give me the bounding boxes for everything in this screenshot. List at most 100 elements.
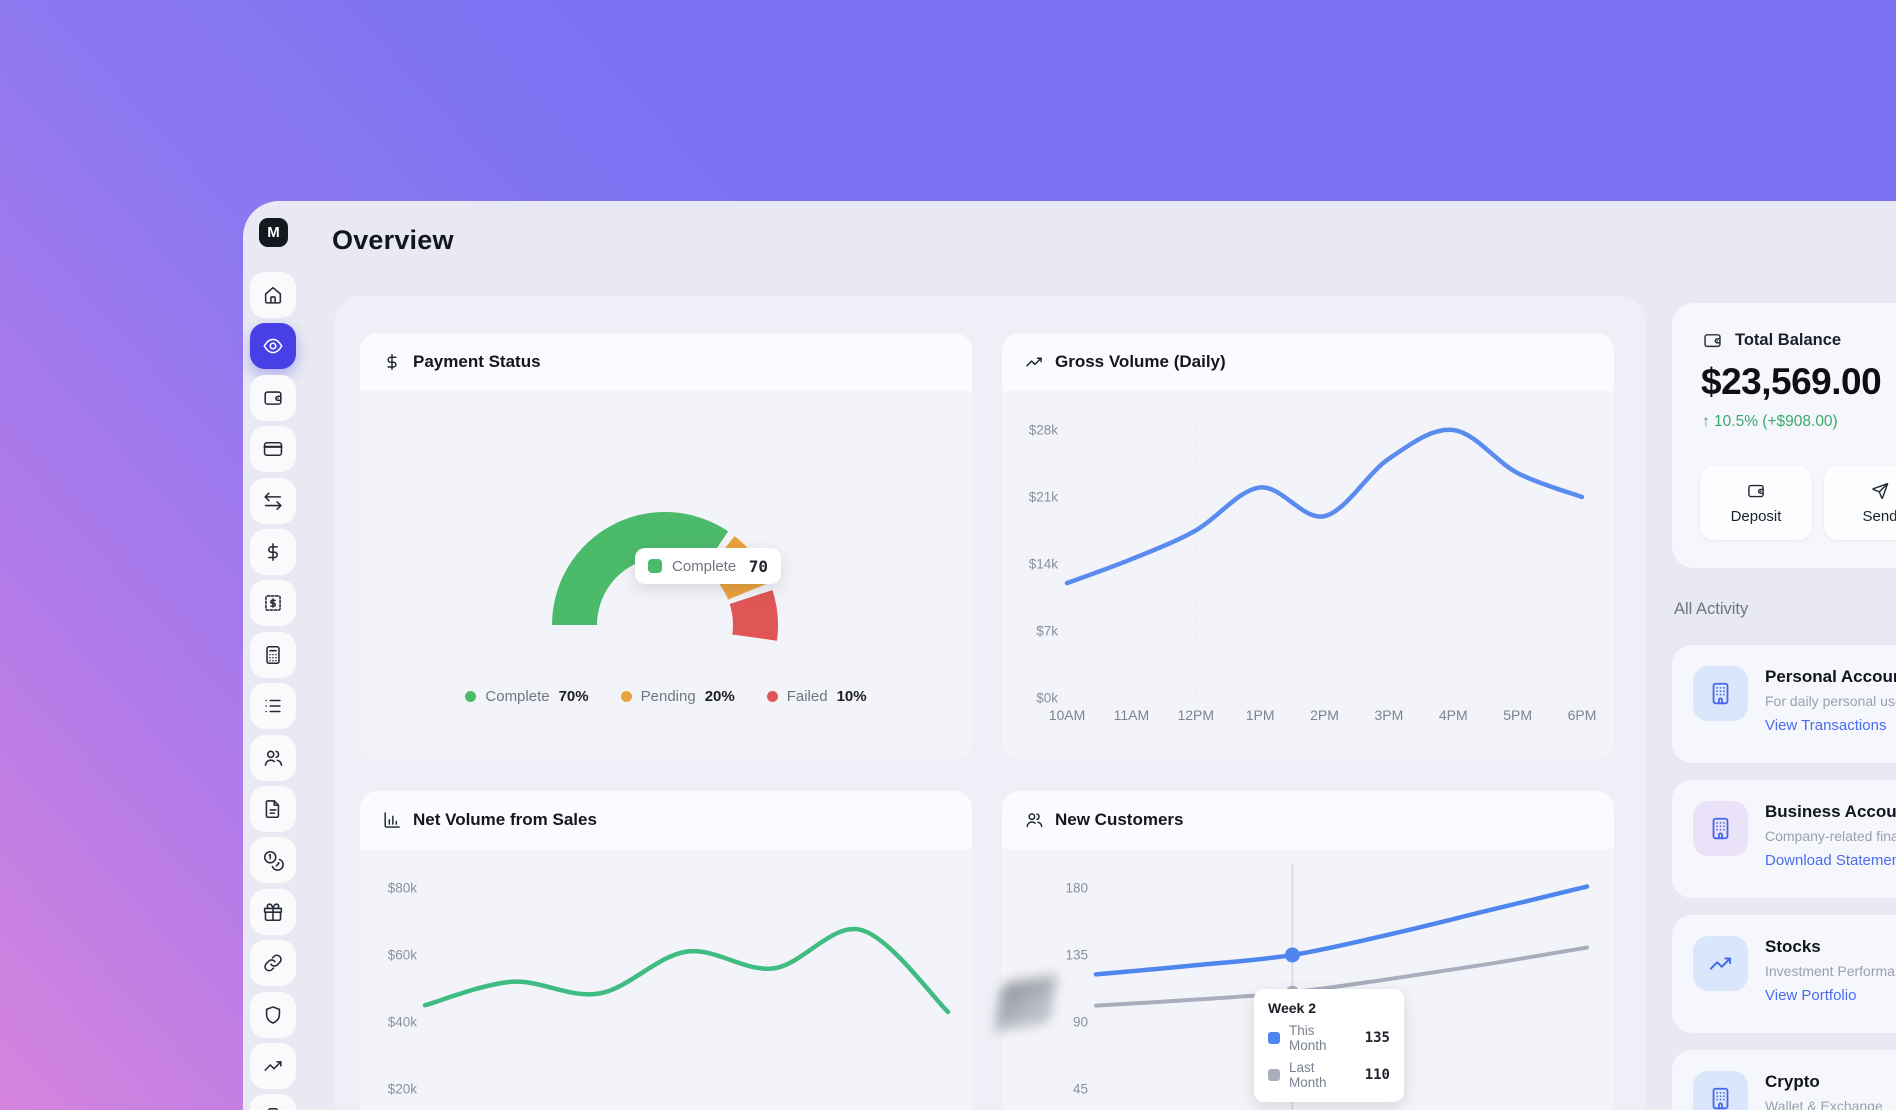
tooltip-title: Week 2 [1268,1000,1316,1016]
sidebar-item-arrows-left-right[interactable] [250,478,296,524]
activity-card-stocks: Stocks Investment Performance View Portf… [1672,915,1896,1033]
chart-tooltip: Week 2 This Month 135 Last Month 110 [1254,989,1404,1102]
tooltip-label: Complete [672,557,737,575]
send-button[interactable]: Send [1824,466,1896,540]
sidebar-item-link[interactable] [250,940,296,986]
building-icon [1707,1085,1734,1110]
y-tick-label: $60k [388,948,418,963]
gross-volume-line [1064,427,1585,586]
legend-value: 20% [704,688,735,705]
price-stamp-icon [262,592,284,614]
sidebar-item-credit-card[interactable] [250,426,296,472]
net-volume-chart: $80k $60k $40k $20k [360,849,972,1110]
sidebar-item-calculator[interactable] [250,632,296,678]
legend-value: 10% [836,688,867,705]
send-icon [1870,481,1890,501]
wallet-icon [1702,330,1723,351]
activity-subtitle: Wallet & Exchange [1765,1098,1883,1110]
calculator-icon [262,644,284,666]
credit-card-icon [262,438,284,460]
activity-card-crypto: Crypto Wallet & Exchange [1672,1050,1896,1110]
main-panel: Payment Status Complete 70 Complete 70% … [335,296,1645,1110]
building-tile [1693,666,1748,721]
all-activity-heading: All Activity [1674,600,1749,618]
sidebar-item-file-text[interactable] [250,786,296,832]
activity-text: Stocks Investment Performance View Portf… [1765,936,1896,1012]
link-icon [262,952,284,974]
dollar-icon [382,352,402,372]
trending-up-tile [1693,936,1748,991]
line-this-month [1093,884,1590,977]
activity-title: Stocks [1765,937,1821,956]
gross-volume-chart: $28k $21k $14k $7k $0k 10AM 11AM 12PM 1PM 2PM 3PM 4… [1002,391,1614,760]
wallet-icon [1746,481,1766,501]
x-tick-label: 5PM [1503,707,1532,723]
line-last-month [1094,945,1589,1008]
tooltip-series-label: Last Month [1289,1060,1327,1090]
list-icon [262,695,284,717]
sidebar-item-wallet[interactable] [250,375,296,421]
net-volume-header: Net Volume from Sales [360,791,972,849]
sidebar-item-dollar[interactable] [250,529,296,575]
gauge-legend: Complete 70% Pending 20% Failed 10% [360,688,972,705]
sidebar-item-price-stamp[interactable] [250,580,296,626]
x-tick-label: 12PM [1177,707,1214,723]
users-icon [1024,810,1044,830]
legend-label: Complete [485,688,550,705]
activity-text: Crypto Wallet & Exchange [1765,1071,1883,1110]
page-title: Overview [332,225,454,255]
tooltip-series-label: This Month [1289,1023,1327,1053]
sidebar-item-users[interactable] [250,735,296,781]
sidebar-item-trending-up[interactable] [250,1043,296,1089]
legend-value: 70% [558,688,589,705]
trending-up-icon [1024,352,1044,372]
tooltip-row: Last Month 110 [1268,1060,1390,1090]
sidebar [250,272,296,1110]
tooltip-swatch [1268,1032,1280,1044]
sidebar-item-eye[interactable] [250,323,296,369]
legend-dot [465,691,477,702]
activity-link[interactable]: View Portfolio [1765,987,1857,1004]
legend-item-failed: Failed 10% [766,688,867,705]
sidebar-item-shield[interactable] [250,992,296,1038]
tooltip-series-value: 110 [1364,1067,1390,1083]
y-tick-label: 90 [1073,1015,1088,1030]
gift-icon [262,901,284,923]
total-balance-amount: $23,569.00 [1701,361,1882,402]
tooltip-row: This Month 135 [1268,1023,1390,1053]
x-tick-label: 2PM [1310,707,1339,723]
x-tick-label: 6PM [1568,707,1597,723]
sidebar-item-gift[interactable] [250,889,296,935]
sidebar-item-list[interactable] [250,683,296,729]
y-tick-label: 180 [1065,881,1088,896]
building-tile [1693,801,1748,856]
eye-icon [262,335,284,357]
new-customers-chart: 180 135 90 45 Week 2 This Month 135 Last Mo… [1002,849,1614,1110]
x-tick-label: 1PM [1246,707,1275,723]
total-balance-label: Total Balance [1735,331,1842,349]
building-icon [1707,680,1734,707]
activity-card-business-account: Business Account Company-related finance… [1672,780,1896,898]
activity-link[interactable]: Download Statements [1765,852,1896,869]
sidebar-item-coins[interactable] [250,837,296,883]
payment-status-card: Payment Status Complete 70 Complete 70% … [360,333,972,760]
sidebar-item-smartphone[interactable] [250,1094,296,1110]
action-label: Send [1862,508,1896,525]
sidebar-item-home[interactable] [250,272,296,318]
y-tick-label: $28k [1029,423,1059,438]
deposit-button[interactable]: Deposit [1700,466,1812,540]
y-tick-label: $40k [388,1015,418,1030]
new-customers-header: New Customers [1002,791,1614,849]
new-customers-card: New Customers 180 135 90 45 Week 2 This Mon… [1002,791,1614,1110]
legend-dot [620,691,632,702]
payment-status-gauge: Complete 70 Complete 70% Pending 20% Fai… [360,391,972,760]
payment-status-header: Payment Status [360,333,972,391]
file-text-icon [262,798,284,820]
tooltip-series-value: 135 [1364,1030,1390,1046]
card-title: Net Volume from Sales [413,810,597,829]
activity-title: Business Account [1765,802,1896,821]
activity-link[interactable]: View Transactions [1765,717,1887,734]
total-balance-card: Total Balance $23,569.00 ↑ 10.5% (+$908.… [1672,303,1896,568]
